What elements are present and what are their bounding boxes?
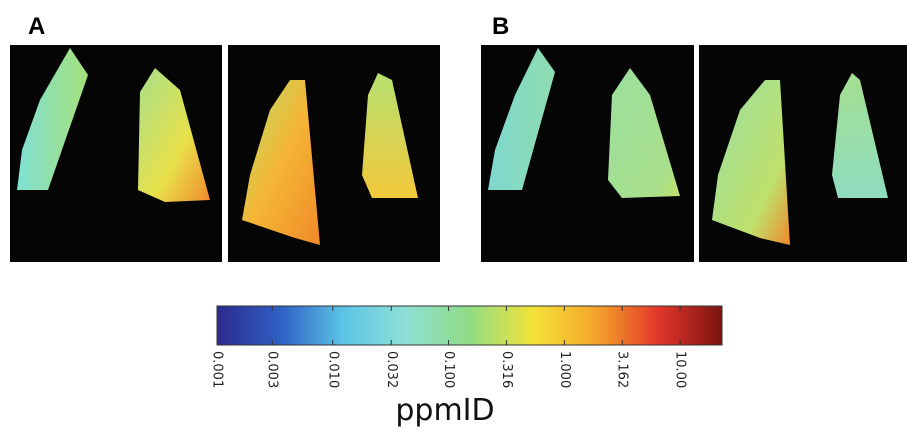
panel-label: B bbox=[492, 13, 509, 40]
region bbox=[608, 68, 680, 198]
region bbox=[488, 48, 555, 190]
panel-label: A bbox=[28, 13, 45, 40]
region bbox=[712, 80, 790, 245]
tick-label: 3.162 bbox=[615, 351, 630, 388]
tick-label: 1.000 bbox=[557, 351, 572, 388]
tick-label: 0.100 bbox=[441, 351, 456, 388]
region bbox=[362, 73, 418, 198]
tick-label: 0.032 bbox=[384, 351, 399, 388]
region bbox=[17, 48, 88, 190]
image-panel-b bbox=[481, 45, 907, 262]
image-panel-a bbox=[10, 45, 440, 262]
tick-label: 0.010 bbox=[325, 351, 340, 388]
region bbox=[138, 68, 210, 202]
tick-label: 0.001 bbox=[210, 351, 225, 388]
region bbox=[242, 80, 320, 245]
tick-label: 0.003 bbox=[265, 351, 280, 388]
colorbar-scale bbox=[216, 305, 723, 346]
tick-label: 10.00 bbox=[673, 351, 688, 388]
colorbar: ppmID 0.001 0.003 0.010 0.032 0.100 0.316 1.00… bbox=[210, 305, 723, 428]
region bbox=[832, 73, 888, 198]
tick-label: 0.316 bbox=[499, 351, 514, 388]
colorbar-label: ppmID bbox=[395, 393, 494, 428]
